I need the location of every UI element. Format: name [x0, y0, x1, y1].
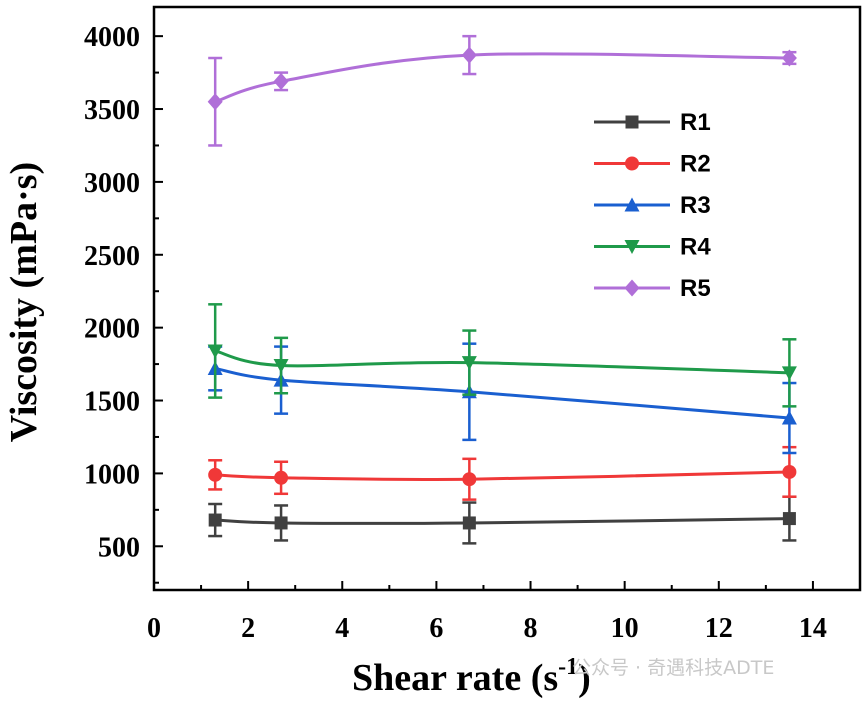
y-tick-label: 1500 [84, 387, 140, 418]
y-tick-label: 3500 [84, 95, 140, 126]
x-tick-label: 14 [799, 613, 827, 644]
y-tick-label: 500 [98, 532, 140, 563]
series-r1 [208, 495, 797, 545]
series-r3 [207, 342, 797, 455]
x-tick-label: 12 [705, 613, 733, 644]
data-point-r3 [781, 410, 797, 425]
legend-label-r3: R3 [680, 192, 711, 219]
legend-label-r4: R4 [680, 234, 711, 261]
series-r2 [208, 445, 797, 501]
legend-label-r5: R5 [680, 275, 711, 302]
data-point-r1 [274, 516, 288, 530]
data-point-r4 [781, 366, 797, 381]
data-point-r4 [273, 359, 289, 374]
series-r5 [207, 34, 797, 147]
series-line-r4 [214, 349, 790, 375]
legend-marker-r3 [624, 197, 640, 212]
series-line-r5 [214, 52, 790, 104]
x-tick-label: 6 [429, 613, 443, 644]
ticks-layer: 0 2 4 6 8 10 12 14 500 1000 1500 2000 2500 3000 3500 40… [84, 22, 827, 644]
x-tick-label: 0 [147, 613, 161, 644]
data-point-r5 [207, 93, 223, 111]
series-line-r1 [215, 517, 790, 525]
series-layer [207, 34, 797, 545]
data-point-r5 [781, 49, 797, 67]
series-r4 [207, 303, 797, 408]
x-tick-label: 8 [524, 613, 538, 644]
data-point-r4 [461, 356, 477, 371]
legend-label-r1: R1 [680, 109, 711, 136]
y-tick-label: 2500 [84, 241, 140, 272]
legend-marker-r1 [625, 115, 639, 129]
x-axis-title-main: Shear rate (s [352, 657, 558, 699]
data-point-r2 [274, 470, 289, 485]
legend-marker-r5 [624, 279, 640, 297]
data-point-r2 [462, 472, 477, 487]
legend-marker-r4 [624, 240, 640, 254]
x-tick-label: 4 [335, 613, 349, 644]
data-point-r1 [462, 516, 476, 530]
data-point-r4 [207, 344, 223, 359]
legend-label-r2: R2 [680, 151, 711, 178]
x-tick-label: 2 [241, 613, 255, 644]
x-axis-title: Shear rate (s-1) [352, 654, 591, 699]
x-tick-label: 10 [611, 613, 639, 644]
plot-frame [152, 5, 862, 592]
y-tick-label: 1000 [84, 459, 140, 490]
legend: R1 R2 R3 R4 R5 [594, 109, 711, 302]
y-tick-label: 2000 [84, 314, 140, 345]
data-point-r2 [208, 467, 223, 482]
legend-marker-r2 [625, 156, 639, 171]
series-line-r3 [214, 366, 790, 420]
y-axis-title: Viscosity (mPa·s) [3, 162, 45, 442]
data-point-r2 [782, 464, 797, 479]
series-line-r2 [215, 470, 790, 482]
data-point-r1 [208, 513, 222, 527]
y-tick-label: 4000 [84, 22, 140, 53]
watermark: 公众号 · 奇遇科技ADTE [572, 657, 774, 679]
data-point-r5 [461, 46, 477, 64]
x-axis-title-tail: ) [578, 657, 591, 699]
x-axis-title-exponent: -1 [558, 654, 578, 680]
data-point-r5 [273, 72, 289, 90]
data-point-r1 [782, 512, 796, 526]
y-tick-label: 3000 [84, 168, 140, 199]
